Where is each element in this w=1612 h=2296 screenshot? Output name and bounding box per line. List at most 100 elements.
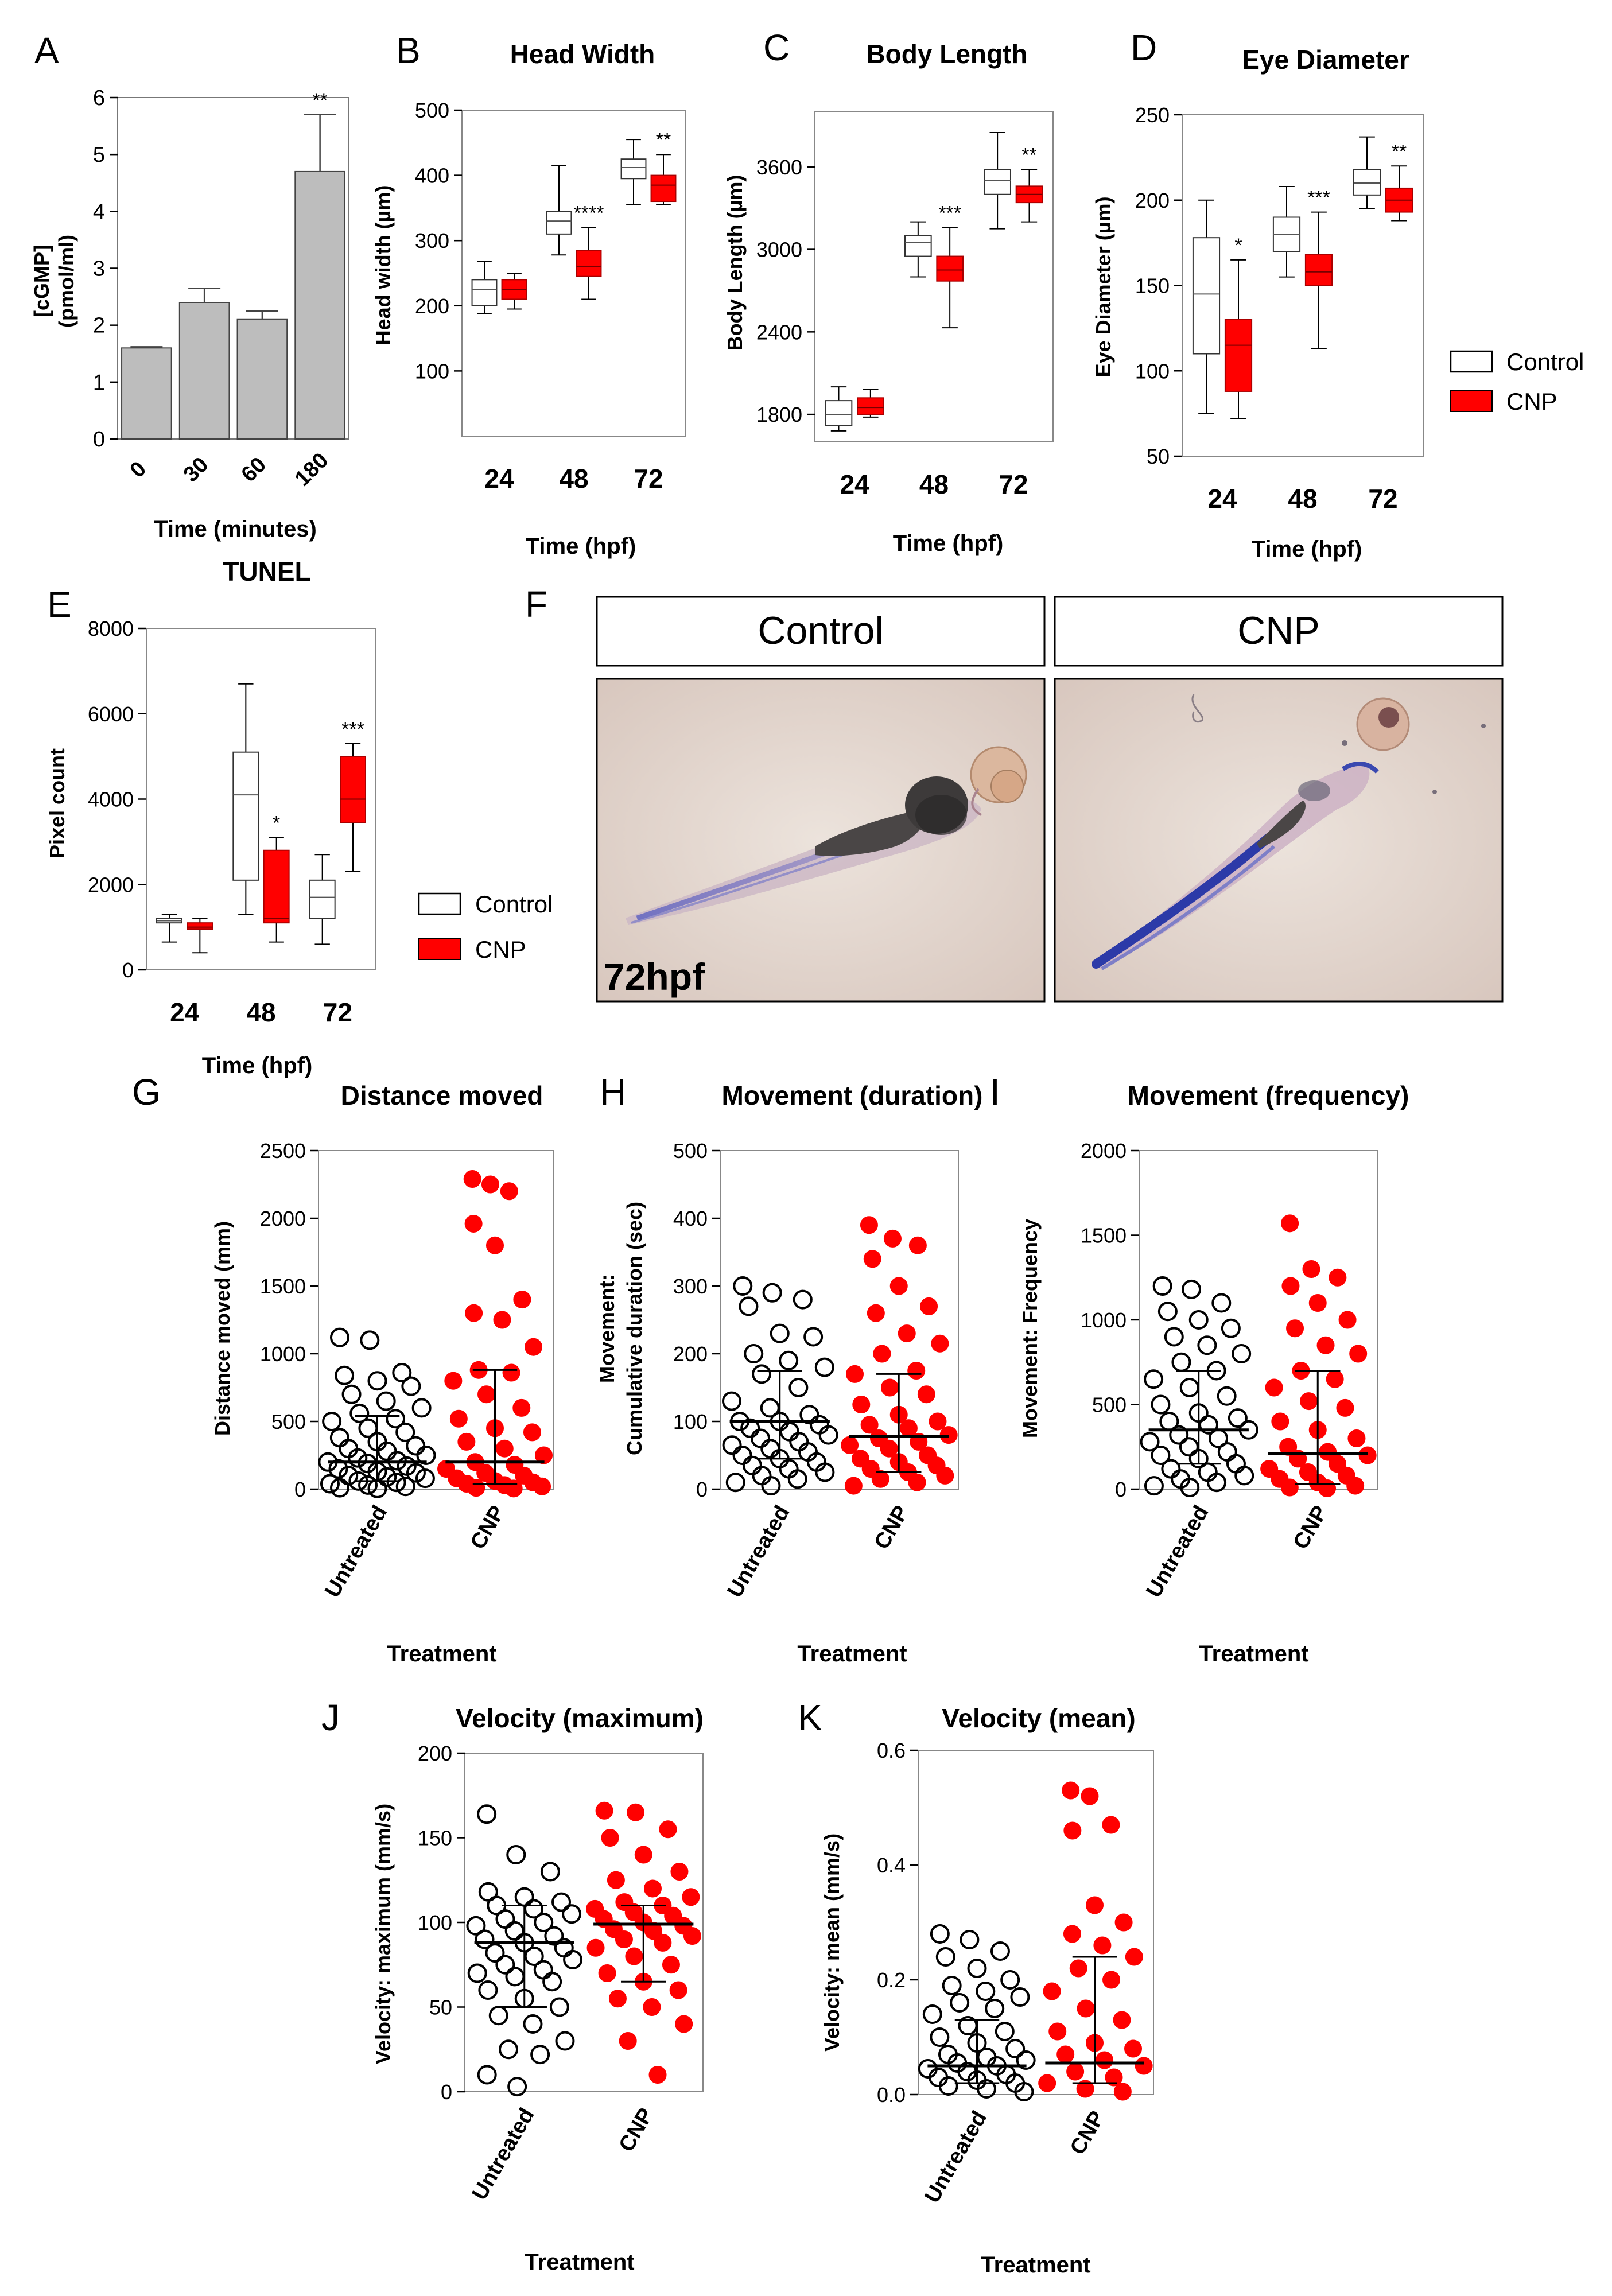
h-ylabel-line1: Movement: — [595, 1274, 619, 1383]
data-point-cnp — [534, 1446, 553, 1464]
data-point-cnp — [493, 1311, 511, 1329]
data-point-cnp — [883, 1229, 902, 1248]
data-point-untreated — [386, 1409, 406, 1429]
y-tick-label: 5 — [93, 143, 105, 167]
data-point-cnp — [463, 1170, 481, 1188]
data-point-untreated — [1164, 1327, 1184, 1347]
data-point-cnp — [502, 1363, 520, 1382]
y-tick-label: 6000 — [88, 702, 134, 726]
data-point-untreated — [395, 1422, 415, 1442]
y-tick-label: 1000 — [260, 1342, 306, 1366]
h-xlabel: Treatment — [797, 1641, 907, 1666]
data-point-cnp — [477, 1385, 496, 1404]
y-tick-label: 2400 — [756, 320, 802, 344]
y-tick-label: 1 — [93, 371, 105, 395]
data-point-untreated — [935, 1947, 955, 1967]
y-tick-label: 0 — [441, 2080, 452, 2104]
data-point-untreated — [1182, 1279, 1202, 1299]
x-tick-label: CNP — [1289, 1502, 1333, 1553]
data-point-cnp — [1329, 1268, 1347, 1287]
data-point-untreated — [1232, 1344, 1252, 1363]
c-xlabel: Time (hpf) — [893, 531, 1004, 556]
e-ylabel: Pixel count — [45, 748, 69, 858]
photo-header-cnp-label: CNP — [1237, 609, 1320, 652]
data-point-cnp — [669, 1981, 687, 1999]
data-point-untreated — [995, 2022, 1015, 2041]
y-tick-label: 400 — [415, 164, 449, 188]
y-tick-label: 100 — [673, 1410, 708, 1433]
x-tick-label: 48 — [1288, 484, 1317, 514]
data-point-cnp — [1338, 1311, 1357, 1329]
data-point-cnp — [1300, 1392, 1318, 1411]
significance-label: * — [273, 812, 280, 834]
photo-stage-label: 72hpf — [604, 955, 705, 998]
significance-label: ** — [1392, 141, 1407, 162]
j-title: Velocity (maximum) — [456, 1703, 704, 1733]
bar — [236, 318, 288, 440]
larva-photo-cnp — [1054, 678, 1504, 1003]
data-point-cnp — [662, 1956, 680, 1974]
data-point-untreated — [787, 1469, 807, 1489]
data-point-untreated — [514, 1887, 534, 1907]
data-point-cnp — [586, 1938, 605, 1957]
x-tick-label: CNP — [615, 2104, 658, 2156]
data-point-untreated — [488, 2006, 508, 2026]
e-title: TUNEL — [223, 557, 310, 586]
data-point-untreated — [1221, 1318, 1241, 1338]
data-point-cnp — [1043, 1982, 1061, 2000]
data-point-untreated — [799, 1405, 819, 1425]
panel-h: H Movement (duration) Movement: Cumulati… — [595, 1071, 982, 1666]
data-point-cnp — [682, 1888, 700, 1906]
data-point-untreated — [1144, 1369, 1164, 1389]
data-point-cnp — [1063, 1821, 1082, 1840]
y-tick-label: 2000 — [260, 1207, 306, 1230]
data-point-untreated — [1171, 1352, 1191, 1372]
g-title: Distance moved — [341, 1081, 543, 1110]
data-point-cnp — [1308, 1294, 1327, 1312]
panel-d: D Eye Diameter Eye Diameter (µm) 50 100 15… — [1092, 27, 1424, 562]
data-point-untreated — [1207, 1473, 1227, 1493]
data-point-cnp — [464, 1214, 483, 1233]
y-tick-label: 1800 — [756, 403, 802, 426]
data-point-untreated — [339, 1439, 359, 1459]
h-ylabel-line2: Cumulative duration (sec) — [623, 1202, 646, 1455]
panel-f: F Control CNP 72hpf — [525, 584, 1504, 1003]
data-point-cnp — [1124, 2039, 1143, 2058]
data-point-cnp — [1281, 1277, 1300, 1295]
data-point-cnp — [1302, 1260, 1320, 1278]
data-point-cnp — [1086, 1896, 1104, 1914]
data-point-cnp — [683, 1927, 701, 1945]
c-ylabel: Body Length (µm) — [723, 175, 747, 351]
box-control — [825, 400, 853, 426]
data-point-cnp — [1081, 1787, 1099, 1805]
data-point-untreated — [377, 1441, 397, 1461]
data-point-cnp — [1105, 2068, 1123, 2087]
legend-swatch-control — [1450, 350, 1493, 373]
data-point-cnp — [670, 1863, 689, 1881]
box-control — [620, 158, 647, 180]
data-point-untreated — [562, 1904, 582, 1924]
y-tick-label: 0 — [1115, 1478, 1127, 1501]
data-point-untreated — [922, 2004, 942, 2024]
i-ylabel: Movement: Frequency — [1018, 1219, 1042, 1438]
y-tick-label: 100 — [415, 359, 449, 383]
i-xlabel: Treatment — [1199, 1641, 1308, 1666]
y-tick-label: 4 — [93, 200, 105, 224]
data-point-untreated — [1197, 1335, 1217, 1355]
plot-k: 0.0 0.2 0.4 0.6 Untreated CNP — [877, 1739, 1154, 2207]
data-point-untreated — [1179, 1437, 1199, 1457]
data-point-cnp — [449, 1409, 468, 1428]
x-tick-label: 30 — [179, 453, 213, 487]
data-point-cnp — [929, 1412, 947, 1431]
x-tick-label: 24 — [840, 469, 870, 499]
data-point-untreated — [533, 1960, 553, 1980]
plot-j: 0 50 100 150 200 Untreated CNP — [418, 1742, 704, 2204]
data-point-cnp — [1066, 2062, 1085, 2081]
data-point-cnp — [634, 1846, 652, 1864]
data-point-untreated — [530, 2045, 550, 2065]
data-point-untreated — [733, 1276, 753, 1296]
data-point-cnp — [525, 1338, 543, 1356]
data-point-untreated — [376, 1391, 396, 1411]
x-tick-label: Untreated — [723, 1502, 794, 1602]
